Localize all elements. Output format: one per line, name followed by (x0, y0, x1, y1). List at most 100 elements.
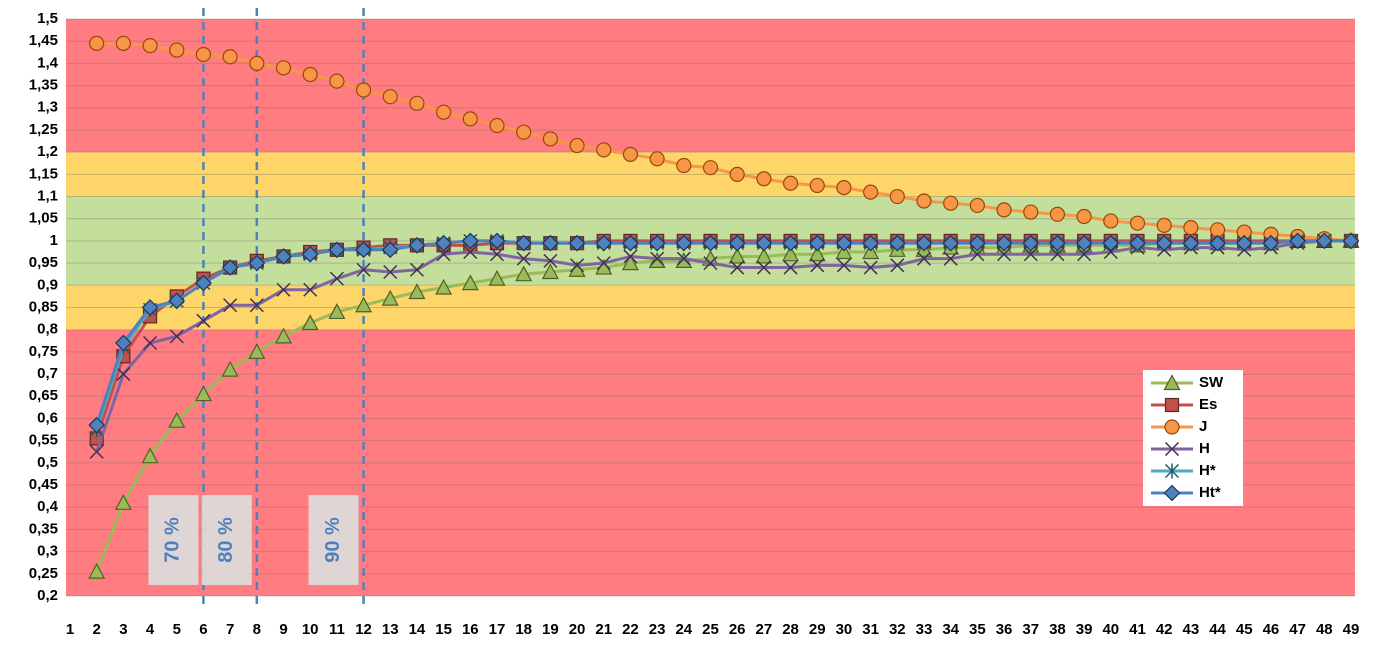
marker (274, 327, 293, 344)
marker (1182, 234, 1200, 252)
marker (222, 49, 238, 65)
marker (276, 282, 291, 297)
y-tick-label: 1,5 (37, 10, 58, 27)
marker (328, 241, 346, 259)
band (66, 19, 1355, 153)
marker (435, 234, 452, 252)
marker (729, 166, 745, 182)
marker (730, 260, 745, 275)
marker (782, 245, 800, 262)
marker (570, 258, 585, 273)
marker (943, 195, 959, 211)
marker (702, 160, 719, 176)
annotation-label: 90 % (322, 517, 344, 563)
x-tick-label: 22 (622, 621, 639, 638)
marker (1262, 234, 1280, 252)
marker (381, 289, 399, 306)
x-tick-label: 24 (675, 621, 692, 638)
marker (515, 265, 533, 282)
y-tick-label: 1,05 (29, 210, 58, 227)
marker (88, 416, 106, 434)
marker (116, 367, 131, 382)
x-tick-label: 18 (515, 621, 532, 638)
x-tick-label: 45 (1236, 621, 1253, 638)
annotation-box (308, 495, 359, 585)
marker (302, 66, 318, 83)
x-tick-label: 15 (435, 621, 452, 638)
marker (568, 234, 586, 252)
y-tick-label: 0,4 (37, 498, 59, 515)
marker (141, 299, 159, 316)
marker (516, 124, 532, 140)
x-tick-label: 2 (93, 621, 101, 638)
x-tick-label: 28 (782, 621, 799, 638)
x-tick-label: 30 (836, 621, 853, 638)
x-tick-label: 27 (756, 621, 773, 638)
marker (515, 234, 533, 252)
marker (143, 335, 158, 351)
marker (916, 193, 932, 209)
x-tick-label: 23 (649, 621, 666, 638)
marker (782, 175, 799, 191)
marker (835, 234, 853, 252)
y-tick-label: 0,25 (29, 565, 58, 582)
series (88, 232, 1360, 434)
marker (1156, 217, 1172, 233)
marker (1023, 247, 1038, 262)
marker (728, 247, 746, 264)
marker (356, 262, 371, 277)
marker (863, 184, 879, 200)
marker (89, 444, 104, 459)
x-tick-label: 29 (809, 621, 826, 638)
marker (168, 292, 186, 310)
y-tick-label: 0,2 (37, 587, 58, 604)
y-tick-label: 1,4 (37, 54, 59, 71)
marker (915, 234, 933, 252)
legend-label: Es (1199, 396, 1217, 413)
x-tick-label: 6 (199, 621, 207, 638)
marker (942, 234, 960, 252)
marker (275, 60, 292, 76)
marker (1075, 234, 1093, 252)
y-tick-label: 1,35 (29, 77, 58, 94)
marker (249, 55, 265, 71)
annotation-label: 80 % (215, 517, 237, 563)
x-tick-label: 11 (329, 621, 345, 638)
marker (355, 82, 372, 98)
marker (648, 234, 666, 252)
marker (836, 258, 851, 273)
marker (114, 494, 132, 510)
x-tick-label: 41 (1129, 621, 1146, 638)
y-tick-label: 0,5 (37, 454, 58, 471)
legend-marker (1164, 441, 1180, 457)
marker (383, 264, 398, 280)
marker (1129, 234, 1146, 252)
marker (1129, 215, 1146, 231)
marker (1155, 234, 1173, 252)
marker (461, 232, 479, 250)
marker (196, 313, 211, 328)
marker (1077, 247, 1092, 262)
marker (381, 241, 399, 259)
x-tick-label: 31 (862, 621, 879, 638)
x-tick-label: 1 (66, 621, 74, 638)
y-tick-label: 1,1 (37, 188, 58, 205)
x-tick-label: 13 (382, 621, 399, 638)
y-tick-label: 0,35 (29, 520, 58, 537)
marker (808, 245, 826, 262)
annotation-label: 70 % (162, 517, 184, 563)
x-tick-label: 16 (462, 621, 479, 638)
legend-label: Ht* (1199, 484, 1221, 501)
marker (1049, 206, 1066, 222)
x-tick-label: 17 (489, 621, 506, 638)
marker (328, 303, 346, 320)
x-tick-label: 21 (595, 621, 612, 638)
marker (409, 262, 424, 277)
marker (623, 249, 638, 264)
marker (943, 251, 958, 266)
marker (88, 562, 106, 579)
marker (970, 247, 985, 262)
marker (463, 244, 478, 260)
